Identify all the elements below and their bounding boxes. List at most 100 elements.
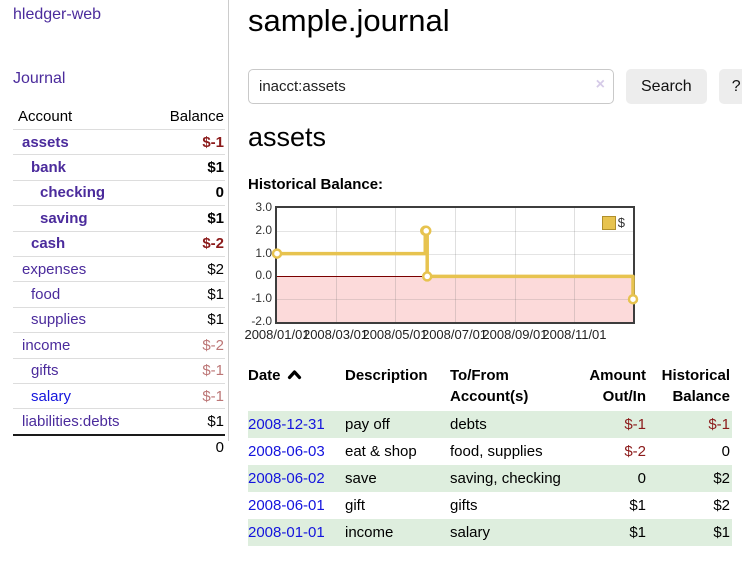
transaction-row[interactable]: 2008-06-02 save saving, checking 0 $2 bbox=[248, 465, 732, 492]
column-header-date[interactable]: Date bbox=[248, 363, 345, 411]
y-gridline bbox=[277, 253, 633, 255]
historical-balance-chart: $ 3.0 2.0 1.0 0.0 -1.0 -2.0 2008/01/01 2008/03/… bbox=[240, 196, 680, 346]
transaction-description: eat & shop bbox=[345, 443, 417, 460]
transaction-amount: $1 bbox=[582, 519, 648, 546]
x-axis-tick-label: 2008/03/01 bbox=[302, 327, 369, 342]
data-point-marker bbox=[421, 271, 433, 282]
transaction-balance: $1 bbox=[648, 519, 732, 546]
transaction-description: pay off bbox=[345, 411, 450, 438]
account-balance: $1 bbox=[148, 281, 225, 308]
account-row: income $-2 bbox=[13, 332, 225, 359]
app-brand-link[interactable]: hledger-web bbox=[13, 6, 102, 23]
transaction-date-link[interactable]: 2008-06-03 bbox=[248, 443, 325, 460]
transaction-balance: $-1 bbox=[648, 411, 732, 438]
y-axis-tick-label: 2.0 bbox=[255, 222, 272, 237]
column-header-balance[interactable]: Historical Balance bbox=[661, 367, 730, 405]
transaction-balance: 0 bbox=[721, 443, 730, 460]
transaction-date-link[interactable]: 2008-06-02 bbox=[248, 470, 325, 487]
account-row: supplies $1 bbox=[13, 306, 225, 333]
sidebar: hledger-web Journal Account Balance asse… bbox=[0, 0, 229, 459]
transaction-row[interactable]: 2008-06-03 eat & shop food, supplies $-2 0 bbox=[248, 438, 732, 465]
accounts-total-value: 0 bbox=[148, 433, 225, 459]
account-link[interactable]: salary bbox=[31, 387, 72, 405]
column-header-amount[interactable]: Amount Out/In bbox=[589, 367, 646, 405]
data-point-marker bbox=[627, 293, 639, 305]
page-title: sample.journal bbox=[248, 3, 450, 38]
account-row: liabilities:debts $1 bbox=[13, 408, 225, 435]
accounts-header-account: Account bbox=[18, 108, 73, 125]
account-link[interactable]: assets bbox=[22, 133, 69, 151]
transaction-date: 2008-06-03 bbox=[248, 438, 345, 465]
account-link[interactable]: income bbox=[22, 336, 71, 354]
x-gridline bbox=[514, 208, 516, 322]
transaction-accounts: debts bbox=[450, 411, 582, 438]
accounts-table: Account Balance assets $-1 bank $1 checking 0… bbox=[13, 104, 225, 459]
account-balance: $1 bbox=[148, 306, 225, 333]
account-row: saving $1 bbox=[13, 205, 225, 232]
search-bar: × Search ? bbox=[248, 69, 742, 104]
chart-title: Historical Balance: bbox=[248, 176, 384, 193]
transaction-date-link[interactable]: 2008-01-01 bbox=[248, 524, 325, 541]
account-link[interactable]: gifts bbox=[31, 362, 59, 380]
account-balance: $-2 bbox=[148, 230, 225, 257]
column-header-description[interactable]: Description bbox=[345, 367, 428, 384]
search-input-wrap: × bbox=[248, 69, 614, 104]
account-link[interactable]: cash bbox=[31, 235, 66, 253]
search-button[interactable]: Search bbox=[626, 69, 707, 104]
transaction-date: 2008-06-01 bbox=[248, 492, 345, 519]
account-row: bank $1 bbox=[13, 154, 225, 181]
transaction-date-link[interactable]: 2008-06-01 bbox=[248, 497, 325, 514]
transaction-description: save bbox=[345, 465, 450, 492]
clear-search-icon[interactable]: × bbox=[595, 76, 605, 93]
account-balance: $-2 bbox=[148, 332, 225, 359]
account-balance: $-1 bbox=[148, 128, 225, 155]
x-gridline bbox=[454, 208, 456, 322]
negative-region bbox=[277, 276, 633, 322]
chart-legend: $ bbox=[601, 215, 625, 230]
account-row: food $1 bbox=[13, 281, 225, 308]
register-table: Date Description To/From Account(s) Amou… bbox=[248, 363, 732, 546]
help-button[interactable]: ? bbox=[718, 69, 742, 104]
transaction-date-link[interactable]: 2008-12-31 bbox=[248, 416, 325, 433]
transaction-accounts: food, supplies bbox=[450, 443, 543, 460]
transaction-row[interactable]: 2008-12-31 pay off debts $-1 $-1 bbox=[248, 411, 732, 438]
account-heading: assets bbox=[248, 122, 327, 152]
column-header-accounts[interactable]: To/From Account(s) bbox=[450, 367, 529, 405]
account-link[interactable]: food bbox=[31, 286, 61, 304]
account-row: cash $-2 bbox=[13, 230, 225, 257]
account-link[interactable]: liabilities:debts bbox=[22, 412, 120, 430]
transaction-amount: 0 bbox=[582, 465, 648, 492]
transaction-accounts: salary bbox=[450, 519, 582, 546]
account-link[interactable]: supplies bbox=[31, 311, 87, 329]
account-link[interactable]: checking bbox=[40, 184, 106, 202]
transaction-date: 2008-06-02 bbox=[248, 465, 345, 492]
accounts-header-balance: Balance bbox=[169, 108, 224, 125]
account-row: assets $-1 bbox=[13, 128, 225, 155]
chart-plot-area: $ bbox=[271, 206, 639, 324]
account-row: expenses $2 bbox=[13, 255, 225, 282]
x-axis-tick-label: 2008/01/01 bbox=[244, 327, 310, 342]
x-gridline bbox=[395, 208, 397, 322]
x-axis-tick-label: 2008/07/01 bbox=[421, 327, 488, 342]
x-axis-tick-label: 2008/05/01 bbox=[362, 327, 428, 342]
account-balance: $1 bbox=[148, 408, 225, 435]
transaction-row[interactable]: 2008-01-01 income salary $1 $1 bbox=[248, 519, 732, 546]
x-axis-tick-label: 2008/09/01 bbox=[482, 327, 548, 342]
account-balance: $-1 bbox=[148, 357, 225, 384]
accounts-header-row: Account Balance bbox=[13, 104, 225, 130]
search-input[interactable] bbox=[248, 69, 614, 104]
x-gridline bbox=[335, 208, 337, 322]
x-axis-tick-label: 2008/11/01 bbox=[542, 327, 607, 342]
accounts-total-row: 0 bbox=[13, 433, 225, 459]
y-axis-tick-label: -2.0 bbox=[251, 314, 272, 328]
account-balance: $2 bbox=[148, 255, 225, 282]
sidebar-item-journal[interactable]: Journal bbox=[13, 70, 66, 87]
account-link[interactable]: expenses bbox=[22, 260, 87, 278]
transaction-row[interactable]: 2008-06-01 gift gifts $1 $2 bbox=[248, 492, 732, 519]
transaction-description: gift bbox=[345, 497, 366, 514]
account-link[interactable]: bank bbox=[31, 159, 67, 177]
account-link[interactable]: saving bbox=[40, 209, 88, 227]
transaction-description: income bbox=[345, 519, 450, 546]
transaction-amount: $-2 bbox=[624, 443, 646, 460]
account-balance: 0 bbox=[148, 179, 225, 206]
